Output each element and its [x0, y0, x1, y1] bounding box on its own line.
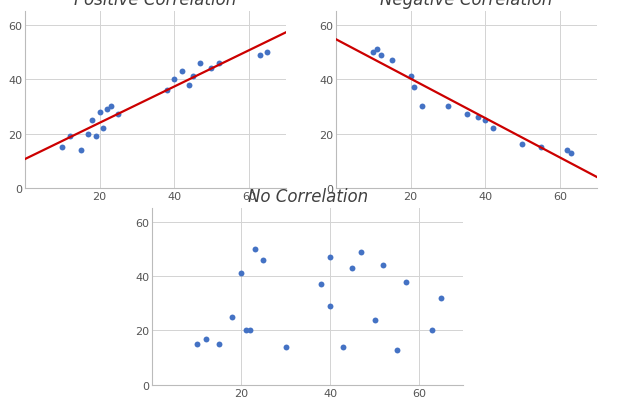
Point	[376, 52, 386, 59]
Point	[214, 341, 224, 347]
Point	[325, 303, 335, 310]
Point	[83, 131, 93, 138]
Point	[195, 61, 205, 67]
Point	[369, 317, 379, 323]
Point	[387, 58, 397, 64]
Point	[65, 134, 75, 140]
Point	[480, 117, 490, 124]
Point	[177, 69, 187, 75]
Point	[255, 52, 265, 59]
Point	[566, 150, 576, 156]
Point	[473, 115, 483, 121]
Point	[188, 74, 198, 80]
Point	[249, 246, 259, 253]
Point	[236, 270, 246, 277]
Point	[368, 50, 378, 56]
Point	[162, 87, 172, 94]
Point	[259, 257, 269, 263]
Point	[406, 74, 415, 80]
Point	[91, 134, 101, 140]
Point	[378, 262, 388, 269]
Point	[192, 341, 202, 347]
Point	[281, 344, 290, 350]
Point	[184, 82, 194, 89]
Point	[95, 109, 104, 115]
Point	[228, 314, 238, 320]
Title: Negative Correlation: Negative Correlation	[381, 0, 552, 9]
Point	[372, 47, 382, 53]
Point	[325, 254, 335, 261]
Point	[392, 346, 402, 353]
Point	[106, 104, 116, 110]
Point	[536, 144, 546, 151]
Point	[102, 107, 112, 113]
Point	[169, 77, 179, 83]
Point	[518, 142, 527, 148]
Point	[98, 126, 108, 132]
Point	[207, 66, 216, 72]
Point	[427, 328, 437, 334]
Point	[401, 279, 411, 285]
Title: Positive Correlation: Positive Correlation	[75, 0, 236, 9]
Point	[562, 147, 572, 154]
Point	[443, 104, 453, 110]
Point	[245, 328, 255, 334]
Point	[436, 295, 446, 301]
Point	[488, 126, 498, 132]
Point	[417, 104, 427, 110]
Point	[347, 265, 357, 271]
Point	[316, 282, 326, 288]
Point	[409, 85, 419, 91]
Point	[214, 61, 224, 67]
Point	[76, 147, 86, 154]
Point	[201, 336, 211, 342]
Title: No Correlation: No Correlation	[248, 188, 368, 206]
Point	[57, 144, 67, 151]
Point	[356, 249, 366, 255]
Point	[87, 117, 97, 124]
Point	[241, 328, 251, 334]
Point	[338, 344, 348, 350]
Point	[262, 50, 272, 56]
Point	[113, 112, 123, 118]
Point	[462, 112, 471, 118]
